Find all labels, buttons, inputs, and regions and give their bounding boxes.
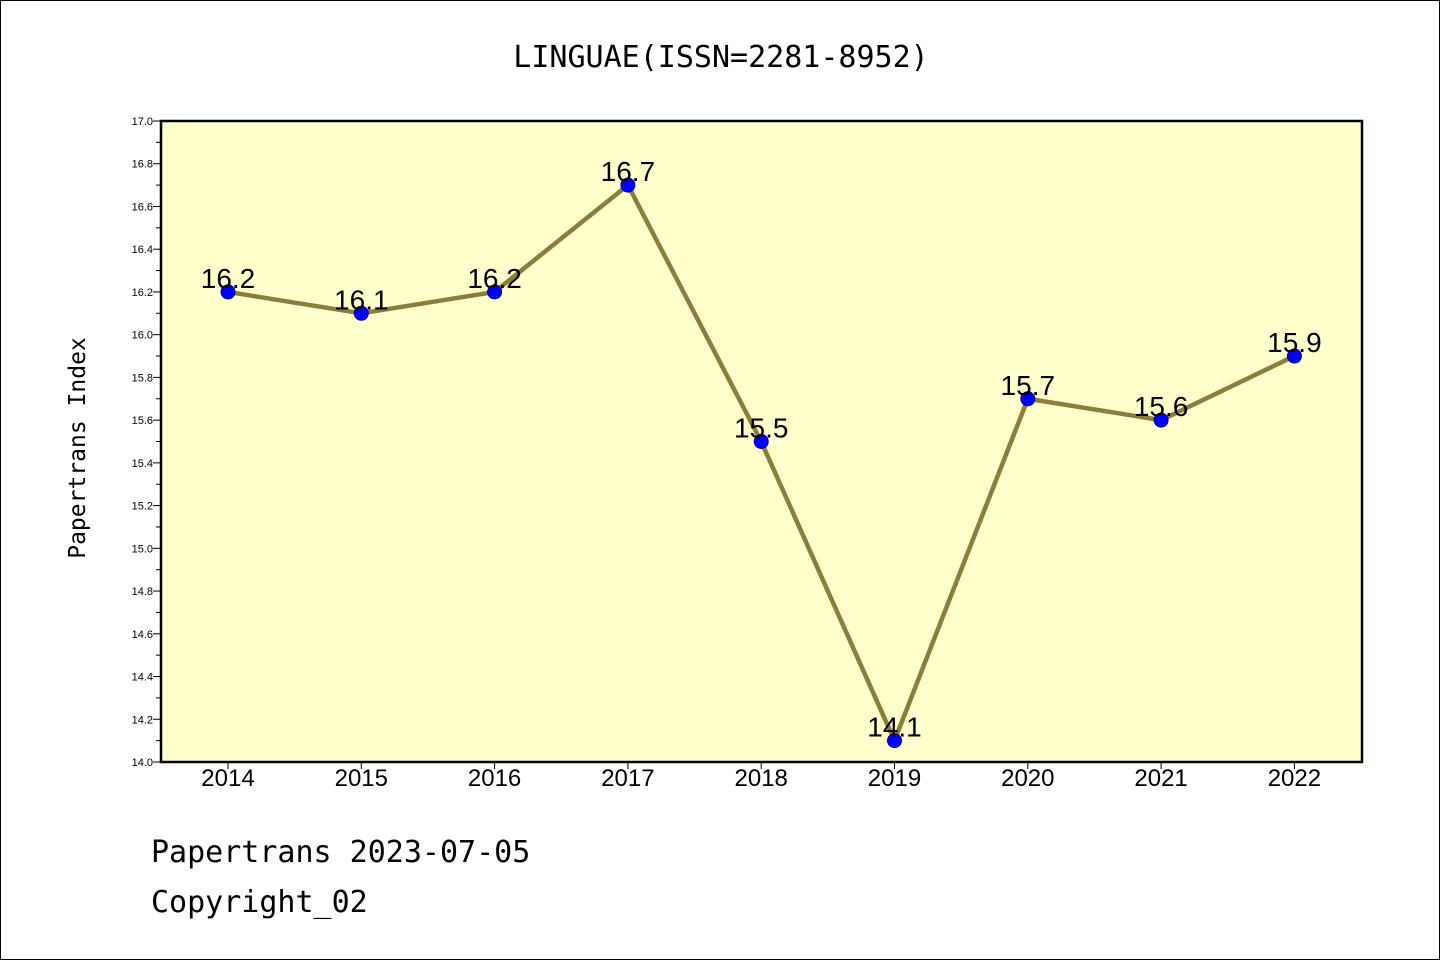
x-tick-label: 2015 <box>335 765 388 792</box>
data-markers <box>220 177 1302 749</box>
y-tick-label: 14.6 <box>132 629 153 641</box>
x-tick-label: 2018 <box>735 765 788 792</box>
x-tick-label: 2019 <box>868 765 921 792</box>
data-point <box>353 305 369 321</box>
data-point <box>620 177 636 193</box>
y-tick-label: 14.4 <box>132 672 153 684</box>
y-tick-label: 16.4 <box>132 244 153 256</box>
data-labels: 16.2 16.1 16.2 16.7 15.5 14.1 15.7 15.6 15.9 <box>201 156 1322 743</box>
y-tick-label: 14.0 <box>132 757 153 769</box>
y-tick-label: 14.2 <box>132 714 153 726</box>
chart-title: LINGUAE(ISSN=2281-8952) <box>513 40 928 75</box>
data-point <box>1286 348 1302 364</box>
footer-copyright: Copyright_02 <box>151 885 368 920</box>
data-label: 15.9 <box>1267 327 1322 358</box>
y-tick-label: 15.6 <box>132 415 153 427</box>
data-label: 15.6 <box>1134 391 1189 422</box>
x-tick-label: 2016 <box>468 765 521 792</box>
y-tick-label: 15.2 <box>132 501 153 513</box>
y-tick-label: 16.0 <box>132 330 153 342</box>
y-tick-label: 16.8 <box>132 159 153 171</box>
data-point <box>487 284 503 300</box>
footer-date: Papertrans 2023-07-05 <box>151 835 531 870</box>
data-label: 16.1 <box>334 284 389 315</box>
plot-border <box>159 119 1364 764</box>
data-point <box>753 434 769 449</box>
data-label: 15.5 <box>734 413 789 444</box>
y-tick-label: 15.4 <box>132 458 153 470</box>
data-point <box>1020 391 1036 407</box>
x-tick-label: 2021 <box>1134 765 1187 792</box>
data-label: 16.7 <box>601 156 656 187</box>
data-label: 16.2 <box>201 263 256 294</box>
y-tick-label: 16.2 <box>132 287 153 299</box>
y-tick-label: 15.8 <box>132 372 153 384</box>
data-label: 15.7 <box>1001 370 1056 401</box>
data-point <box>1153 412 1169 428</box>
data-label: 14.1 <box>867 712 922 743</box>
x-tick-label: 2020 <box>1001 765 1054 792</box>
x-tick-label: 2014 <box>201 765 254 792</box>
data-point <box>887 733 902 749</box>
x-tick-label: 2022 <box>1268 765 1321 792</box>
data-label: 16.2 <box>467 263 522 294</box>
y-tick-label: 16.6 <box>132 201 153 213</box>
axis-ticks: 14.0 14.2 14.4 14.6 14.8 15.0 15.2 15.4 15.6 15.8… <box>132 116 1322 792</box>
y-axis-label: Papertrans Index <box>65 337 91 559</box>
x-tick-label: 2017 <box>601 765 654 792</box>
y-tick-label: 15.0 <box>132 543 153 555</box>
data-point <box>220 284 236 300</box>
y-tick-label: 14.8 <box>132 586 153 598</box>
y-tick-label: 17.0 <box>132 116 153 128</box>
